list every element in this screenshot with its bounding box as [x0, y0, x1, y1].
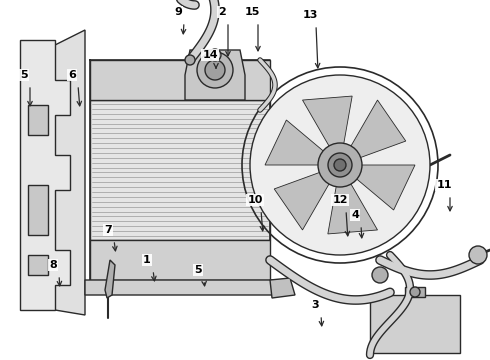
- Polygon shape: [302, 96, 352, 152]
- Polygon shape: [105, 260, 115, 298]
- Bar: [28, 105, 48, 135]
- Circle shape: [318, 143, 362, 187]
- Text: 7: 7: [104, 225, 112, 235]
- Bar: [90, 100, 270, 240]
- Text: 14: 14: [202, 50, 218, 60]
- Polygon shape: [354, 165, 415, 210]
- Circle shape: [205, 60, 225, 80]
- Circle shape: [334, 159, 346, 171]
- Circle shape: [410, 287, 420, 297]
- Polygon shape: [85, 280, 285, 295]
- Text: 12: 12: [332, 195, 348, 205]
- Text: 10: 10: [247, 195, 263, 205]
- Polygon shape: [347, 100, 406, 159]
- Polygon shape: [270, 278, 295, 298]
- Text: 3: 3: [311, 300, 319, 310]
- Polygon shape: [328, 178, 377, 234]
- Polygon shape: [90, 240, 270, 280]
- Text: 4: 4: [351, 210, 359, 220]
- Bar: [28, 255, 48, 275]
- Text: 6: 6: [68, 70, 76, 80]
- Polygon shape: [90, 60, 270, 100]
- Polygon shape: [370, 295, 460, 353]
- Circle shape: [209, 49, 221, 61]
- Bar: [405, 287, 425, 297]
- Polygon shape: [20, 40, 70, 310]
- Text: 5: 5: [194, 265, 202, 275]
- Circle shape: [197, 52, 233, 88]
- Circle shape: [328, 153, 352, 177]
- Circle shape: [185, 55, 195, 65]
- Text: 8: 8: [49, 260, 57, 270]
- Circle shape: [250, 75, 430, 255]
- Text: 11: 11: [436, 180, 452, 190]
- Text: 2: 2: [218, 7, 226, 17]
- Polygon shape: [55, 30, 85, 315]
- Circle shape: [372, 267, 388, 283]
- Text: 15: 15: [245, 7, 260, 17]
- Text: 1: 1: [143, 255, 151, 265]
- Polygon shape: [265, 120, 326, 165]
- Polygon shape: [274, 171, 333, 230]
- Text: 9: 9: [174, 7, 182, 17]
- Polygon shape: [185, 50, 245, 100]
- Bar: [28, 185, 48, 235]
- Text: 13: 13: [302, 10, 318, 20]
- Circle shape: [469, 246, 487, 264]
- Text: 5: 5: [20, 70, 28, 80]
